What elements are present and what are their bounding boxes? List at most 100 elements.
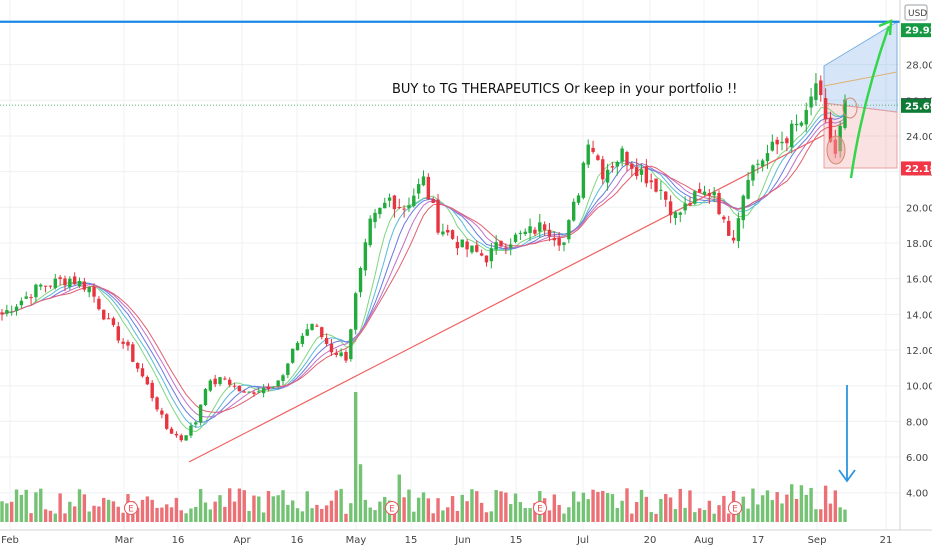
volume-bar <box>722 495 726 522</box>
candle-body <box>523 231 527 234</box>
moving-average-line <box>1 112 846 428</box>
candle-body <box>431 199 435 204</box>
candle-body <box>223 378 227 380</box>
candle-body <box>615 161 619 167</box>
volume-bar <box>727 513 731 522</box>
volume-bar <box>281 490 285 522</box>
volume-bar <box>509 504 513 522</box>
candle-body <box>320 327 324 338</box>
candle-body <box>455 242 460 249</box>
chart-annotation: BUY to TG THERAPEUTICS Or keep in your p… <box>392 82 737 97</box>
candle-body <box>794 123 799 126</box>
volume-bar <box>484 512 489 522</box>
volume-bar <box>266 491 271 522</box>
currency-label: USD <box>908 9 927 19</box>
candle-body <box>809 96 813 108</box>
candle-body <box>208 380 213 391</box>
candle-body <box>814 83 818 100</box>
price-tags: 29.9325.7325.6922.18 <box>901 23 932 176</box>
candle-body <box>276 380 280 387</box>
price-tag <box>901 23 931 38</box>
volume-bar <box>247 510 251 522</box>
candle-body <box>392 195 397 210</box>
volume-bar <box>649 512 653 522</box>
volume-bar <box>785 494 789 522</box>
volume-bar <box>518 502 523 522</box>
volume-bar <box>547 510 552 522</box>
candle-body <box>664 191 668 200</box>
y-tick-label: 18.00 <box>906 239 932 250</box>
volume-bar <box>160 507 164 522</box>
candle-body <box>169 428 174 434</box>
candle-body <box>538 222 542 232</box>
volume-bar <box>804 494 808 522</box>
volume-bar <box>843 509 847 522</box>
projection-mid-line <box>823 71 898 87</box>
candle-body <box>499 240 503 247</box>
candle-body <box>843 99 847 128</box>
candle-body <box>634 167 639 177</box>
volume-bar <box>528 508 532 522</box>
candle-body <box>639 169 644 175</box>
candle-body <box>819 80 823 96</box>
volume-bar <box>363 499 368 522</box>
volume-bar <box>19 494 24 522</box>
volume-bar <box>121 512 125 522</box>
candle-body <box>82 281 87 290</box>
volume-bar <box>48 510 53 522</box>
candle-body <box>218 377 222 385</box>
candle-body <box>775 139 779 145</box>
candle-body <box>688 203 692 206</box>
volume-bar <box>693 512 697 522</box>
volume-bar <box>499 491 503 522</box>
candle-body <box>421 176 426 186</box>
volume-bar <box>39 488 43 522</box>
volume-bar <box>353 392 358 522</box>
volume-bar <box>334 490 338 522</box>
volume-bar <box>402 497 406 522</box>
price-tag-label: 29.93 <box>905 26 932 37</box>
candle-body <box>533 229 537 234</box>
volume-bar <box>828 503 833 522</box>
candle-body <box>760 160 765 167</box>
candle-body <box>68 278 72 288</box>
candle-body <box>0 312 4 315</box>
volume-bar <box>790 484 794 522</box>
earnings-label: E <box>537 505 543 515</box>
volume-bar <box>68 501 72 522</box>
volume-bar <box>9 501 14 522</box>
candle-body <box>460 239 464 248</box>
volume-bar <box>392 509 397 522</box>
currency-badge[interactable]: USD <box>904 4 928 21</box>
time-axis[interactable]: Feb Mar 16 Apr 16 May 15 Jun 15 Jul 20 Aug 17 Sep 21 <box>0 529 932 550</box>
candle-body <box>174 433 179 436</box>
candle-body <box>790 123 794 148</box>
x-tick-label: Sep <box>808 535 827 546</box>
volume-bar <box>43 509 48 522</box>
bounce-circle <box>842 97 858 119</box>
candle-body <box>412 195 416 207</box>
volume-bar <box>145 496 150 522</box>
x-tick-label: 17 <box>752 535 765 546</box>
volume-bar <box>615 507 619 522</box>
y-tick-label: 28.00 <box>906 61 932 72</box>
candle-body <box>644 166 649 184</box>
volume-bar <box>116 506 120 522</box>
pullback-circle <box>826 135 846 165</box>
candle-body <box>479 253 484 256</box>
volume-bar <box>678 488 682 522</box>
volume-bar <box>639 489 644 522</box>
volume-bar <box>513 493 518 522</box>
candle-body <box>39 284 43 287</box>
candle-body <box>659 189 663 191</box>
volume-bar <box>780 503 784 522</box>
candle-body <box>87 286 91 293</box>
volume-bar <box>339 488 343 522</box>
volume-bar <box>97 506 101 522</box>
candle-body <box>470 245 474 253</box>
price-axis[interactable]: 28.0026.0024.0022.0020.0018.0016.0014.00… <box>899 0 932 530</box>
earnings-label: E <box>732 505 738 515</box>
earnings-icon <box>385 501 399 515</box>
candle-body <box>591 147 595 152</box>
